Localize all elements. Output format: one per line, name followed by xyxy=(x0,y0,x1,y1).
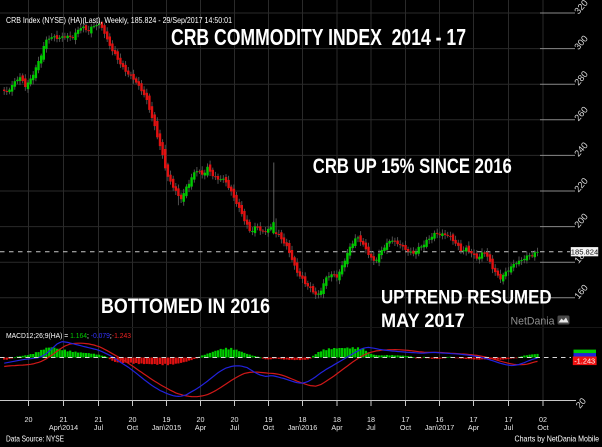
svg-text:BOTTOMED IN 2016: BOTTOMED IN 2016 xyxy=(101,295,270,318)
svg-text:18: 18 xyxy=(367,415,375,424)
svg-text:Apr\2014: Apr\2014 xyxy=(49,423,78,432)
svg-text:19: 19 xyxy=(163,415,171,424)
svg-text:20: 20 xyxy=(197,415,205,424)
svg-text:Jul: Jul xyxy=(94,423,104,432)
svg-text:Jul: Jul xyxy=(366,423,376,432)
svg-text:CRB Index (NYSE) (HA)(Last), W: CRB Index (NYSE) (HA)(Last), Weekly, 185… xyxy=(6,15,232,25)
svg-text:MAY 2017: MAY 2017 xyxy=(381,310,465,332)
svg-text:-1.243: -1.243 xyxy=(574,356,595,365)
svg-text:18: 18 xyxy=(333,415,341,424)
svg-text:MACD12;26;9(HA) = 1.164; -0.07: MACD12;26;9(HA) = 1.164; -0.079;-1.243 xyxy=(6,331,131,340)
svg-text:CRB UP 15% SINCE 2016: CRB UP 15% SINCE 2016 xyxy=(313,154,512,178)
svg-text:20: 20 xyxy=(231,415,239,424)
svg-text:CRB COMMODITY INDEX 2014 - 17: CRB COMMODITY INDEX 2014 - 17 xyxy=(171,24,466,50)
svg-text:Oct: Oct xyxy=(127,423,138,432)
svg-text:02: 02 xyxy=(539,415,547,424)
svg-text:Jul: Jul xyxy=(504,423,514,432)
svg-text:Jan\2016: Jan\2016 xyxy=(288,423,318,432)
svg-text:16: 16 xyxy=(436,415,444,424)
svg-text:Data Source: NYSE: Data Source: NYSE xyxy=(6,434,64,444)
svg-text:17: 17 xyxy=(402,415,410,424)
svg-text:Apr: Apr xyxy=(331,423,343,432)
svg-text:Apr: Apr xyxy=(195,423,207,432)
svg-text:185.824: 185.824 xyxy=(571,248,598,257)
svg-text:Oct: Oct xyxy=(400,423,411,432)
svg-text:Apr: Apr xyxy=(468,423,480,432)
svg-text:17: 17 xyxy=(505,415,513,424)
svg-text:17: 17 xyxy=(470,415,478,424)
svg-text:Jan\2015: Jan\2015 xyxy=(152,423,182,432)
svg-text:UPTREND RESUMED: UPTREND RESUMED xyxy=(381,287,552,309)
svg-text:Jul: Jul xyxy=(230,423,240,432)
svg-text:21: 21 xyxy=(95,415,103,424)
svg-text:20: 20 xyxy=(25,415,33,424)
svg-text:19: 19 xyxy=(265,415,273,424)
svg-text:20: 20 xyxy=(129,415,137,424)
svg-text:NetDania: NetDania xyxy=(511,316,556,328)
svg-text:Jan\2017: Jan\2017 xyxy=(425,423,455,432)
svg-text:18: 18 xyxy=(299,415,307,424)
svg-text:Oct: Oct xyxy=(263,423,274,432)
svg-text:21: 21 xyxy=(60,415,68,424)
svg-text:Oct: Oct xyxy=(537,423,548,432)
svg-text:Charts by NetDania Mobile: Charts by NetDania Mobile xyxy=(515,434,600,444)
